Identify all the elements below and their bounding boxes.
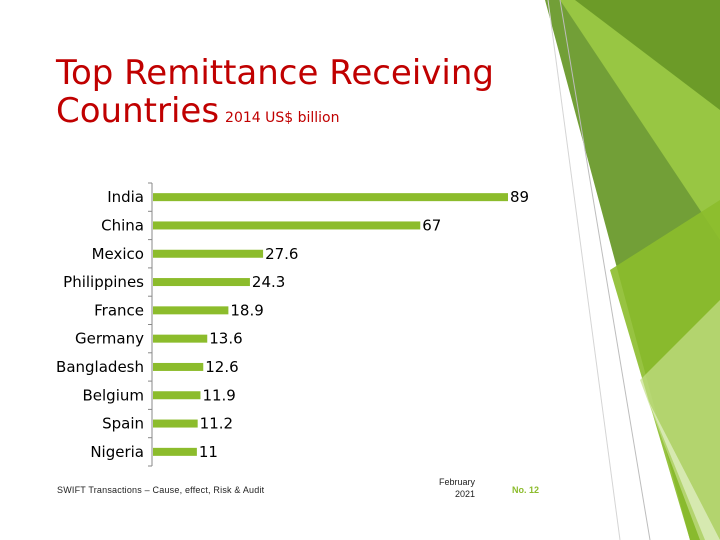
data-label: 11.9 bbox=[202, 386, 235, 404]
bar-spain bbox=[153, 419, 198, 428]
data-label: 89 bbox=[510, 188, 529, 206]
category-label: Nigeria bbox=[90, 443, 144, 461]
data-label: 12.6 bbox=[205, 358, 238, 376]
category-label: Germany bbox=[75, 330, 144, 348]
category-label: Belgium bbox=[83, 386, 145, 404]
footer-source: SWIFT Transactions – Cause, effect, Risk… bbox=[57, 485, 265, 495]
data-label: 11 bbox=[199, 443, 218, 461]
data-label: 67 bbox=[422, 216, 441, 234]
category-label: Spain bbox=[102, 415, 144, 433]
slide-title: Top Remittance Receiving Countries 2014 U… bbox=[56, 54, 536, 137]
data-label: 11.2 bbox=[200, 415, 233, 433]
slide-title-main: Top Remittance Receiving Countries bbox=[56, 53, 494, 131]
bar-bangladesh bbox=[153, 362, 204, 371]
footer-date-month: February bbox=[438, 477, 475, 487]
bar-france bbox=[153, 306, 229, 315]
data-label: 24.3 bbox=[252, 273, 285, 291]
bar-nigeria bbox=[153, 447, 197, 456]
footer-page-number: No. 12 bbox=[512, 485, 540, 495]
category-label: Philippines bbox=[63, 273, 144, 291]
bar-belgium bbox=[153, 391, 201, 400]
bar-germany bbox=[153, 334, 208, 343]
data-label: 27.6 bbox=[265, 245, 298, 263]
category-label: Mexico bbox=[92, 245, 144, 263]
category-label: Bangladesh bbox=[56, 358, 144, 376]
bar-china bbox=[153, 221, 421, 230]
bar-india bbox=[153, 193, 508, 202]
category-label: India bbox=[107, 188, 144, 206]
category-label: France bbox=[94, 301, 144, 319]
footer-date-year: 2021 bbox=[454, 489, 475, 499]
footer-date: February 2021 bbox=[420, 476, 475, 500]
data-label: 13.6 bbox=[209, 330, 242, 348]
bar-mexico bbox=[153, 249, 264, 258]
slide-title-subtitle: 2014 US$ billion bbox=[225, 110, 340, 126]
data-label: 18.9 bbox=[230, 301, 263, 319]
category-label: China bbox=[101, 216, 144, 234]
bar-philippines bbox=[153, 278, 250, 287]
